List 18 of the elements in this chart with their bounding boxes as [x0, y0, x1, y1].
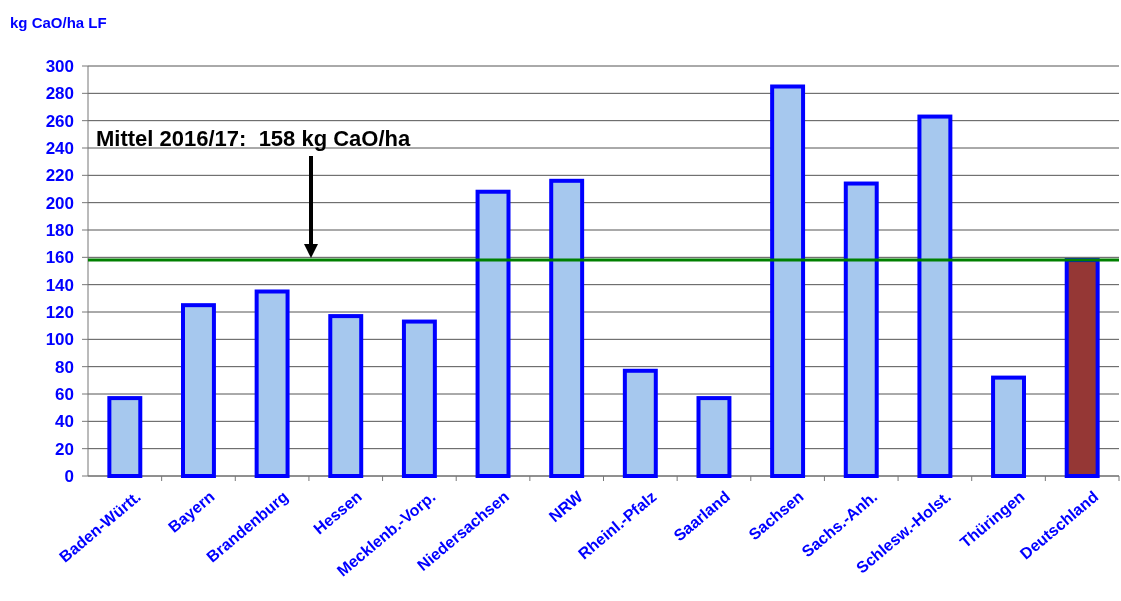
y-tick-label: 40	[55, 412, 74, 432]
y-tick-label: 60	[55, 384, 74, 404]
y-tick-label: 200	[45, 193, 74, 213]
y-tick-label: 300	[45, 56, 74, 76]
y-tick-label: 160	[45, 248, 74, 268]
y-tick-label: 260	[45, 111, 74, 131]
annotation: Mittel 2016/17: 158 kg CaO/ha	[96, 126, 412, 151]
y-tick-label: 120	[45, 302, 74, 322]
y-tick-label: 80	[55, 357, 74, 377]
y-tick-label: 0	[64, 466, 74, 486]
y-tick-label: 240	[45, 138, 74, 158]
y-tick-label: 220	[45, 166, 74, 186]
y-tick-label: 20	[55, 439, 74, 459]
y-tick-label: 100	[45, 330, 74, 350]
y-axis-title: kg CaO/ha LF	[10, 14, 107, 31]
y-tick-label: 280	[45, 84, 74, 104]
y-tick-label: 140	[45, 275, 74, 295]
y-tick-label: 180	[45, 220, 74, 240]
